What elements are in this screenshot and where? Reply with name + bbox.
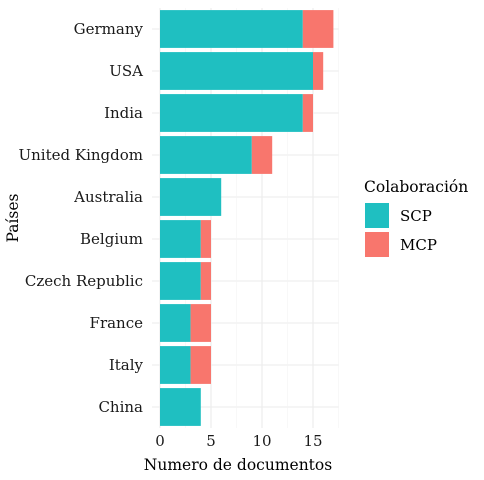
- bar-mcp-czech-republic: [200, 262, 211, 300]
- legend-swatch-scp: [365, 203, 389, 228]
- bar-scp-china: [160, 388, 201, 426]
- y-axis-title: Países: [4, 193, 22, 242]
- bar-mcp-belgium: [200, 220, 211, 258]
- legend-swatch-mcp: [365, 232, 389, 257]
- y-tick-label: Czech Republic: [25, 272, 143, 290]
- y-tick-label: Germany: [74, 20, 144, 38]
- bar-scp-australia: [160, 178, 222, 216]
- bar-mcp-germany: [302, 10, 334, 48]
- bars: [160, 10, 334, 426]
- bar-scp-germany: [160, 10, 303, 48]
- bar-scp-usa: [160, 52, 313, 90]
- x-tick-labels: 0 5 10 15: [155, 432, 322, 450]
- bar-mcp-france: [190, 304, 211, 342]
- y-tick-label: United Kingdom: [19, 146, 144, 164]
- y-tick-labels: Germany USA India United Kingdom Australia Be…: [19, 20, 144, 416]
- bar-scp-italy: [160, 346, 191, 384]
- bar-scp-czech-republic: [160, 262, 201, 300]
- y-tick-label: Belgium: [80, 230, 143, 248]
- y-tick-label: Italy: [109, 356, 144, 374]
- y-tick-label: Australia: [73, 188, 143, 206]
- y-tick-label: India: [104, 104, 143, 122]
- y-tick-label: France: [90, 314, 144, 332]
- bar-scp-belgium: [160, 220, 201, 258]
- legend-title: Colaboración: [364, 178, 468, 196]
- x-tick-label: 15: [303, 432, 322, 450]
- x-tick-label: 10: [252, 432, 271, 450]
- legend-label-scp: SCP: [400, 207, 432, 225]
- legend: Colaboración SCP MCP: [364, 178, 468, 257]
- legend-label-mcp: MCP: [400, 236, 437, 254]
- bar-scp-india: [160, 94, 303, 132]
- x-tick-label: 5: [206, 432, 216, 450]
- bar-mcp-united-kingdom: [251, 136, 273, 174]
- y-tick-label: USA: [109, 62, 143, 80]
- bar-scp-france: [160, 304, 191, 342]
- bar-mcp-usa: [313, 52, 324, 90]
- bar-scp-united-kingdom: [160, 136, 252, 174]
- x-axis-title: Numero de documentos: [144, 456, 332, 474]
- bar-mcp-italy: [190, 346, 211, 384]
- y-tick-label: China: [98, 398, 143, 416]
- x-tick-label: 0: [155, 432, 165, 450]
- bar-mcp-india: [302, 94, 313, 132]
